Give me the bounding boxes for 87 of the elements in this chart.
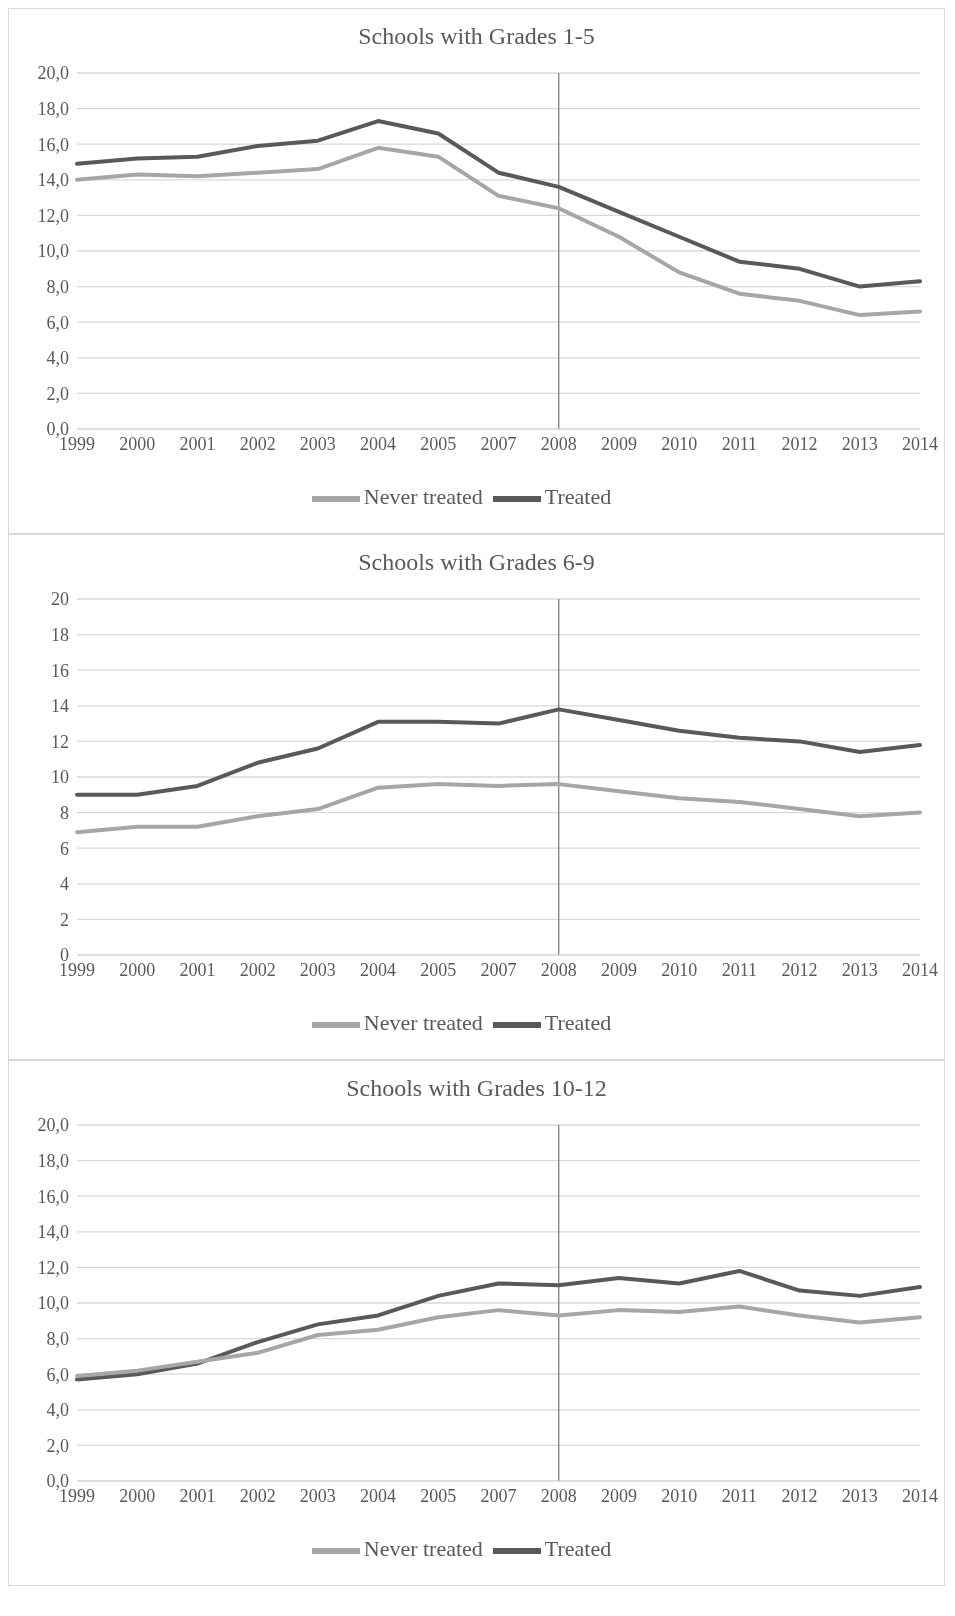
y-tick-label: 8 xyxy=(60,802,69,823)
x-tick-label: 2005 xyxy=(420,433,457,454)
y-tick-label: 18 xyxy=(51,624,69,645)
y-tick-label: 2 xyxy=(60,909,69,930)
legend-label: Treated xyxy=(544,1010,612,1036)
line-series xyxy=(75,707,922,797)
chart-title: Schools with Grades 6-9 xyxy=(357,548,596,577)
chart-title: Schools with Grades 10-12 xyxy=(345,1074,608,1103)
x-tick-label: 2003 xyxy=(299,1485,336,1506)
x-tick-label: 2003 xyxy=(299,959,336,980)
y-tick-label: 6,0 xyxy=(46,312,69,333)
x-tick-label: 2013 xyxy=(841,1485,878,1506)
x-tick-label: 2004 xyxy=(360,433,397,454)
line-series xyxy=(75,782,922,835)
x-tick-label: 2010 xyxy=(661,959,698,980)
x-tick-label: 2012 xyxy=(781,433,818,454)
x-tick-label: 2012 xyxy=(781,1485,818,1506)
y-tick-label: 12,0 xyxy=(37,1257,69,1278)
y-tick-label: 2,0 xyxy=(46,383,69,404)
y-tick-label: 18,0 xyxy=(37,98,69,119)
legend-label: Treated xyxy=(544,1536,612,1562)
x-tick-label: 2005 xyxy=(420,1485,457,1506)
x-tick-label: 2013 xyxy=(841,959,878,980)
y-tick-label: 16,0 xyxy=(37,134,69,155)
x-tick-label: 2014 xyxy=(902,433,938,454)
y-tick-label: 4,0 xyxy=(46,348,69,369)
y-tick-label: 14 xyxy=(51,696,69,717)
x-tick-label: 2002 xyxy=(239,959,276,980)
x-tick-label: 2008 xyxy=(540,433,577,454)
chart-title: Schools with Grades 1-5 xyxy=(357,22,596,51)
x-tick-label: 2011 xyxy=(721,1485,758,1506)
y-tick-label: 10 xyxy=(51,767,69,788)
y-tick-label: 8,0 xyxy=(46,276,69,297)
y-tick-label: 8,0 xyxy=(46,1328,69,1349)
legend-label: Never treated xyxy=(363,1536,483,1562)
x-tick-label: 2002 xyxy=(239,433,276,454)
y-tick-label: 4,0 xyxy=(46,1400,69,1421)
y-tick-label: 2,0 xyxy=(46,1435,69,1456)
y-tick-label: 16,0 xyxy=(37,1186,69,1207)
legend-label: Never treated xyxy=(363,484,483,510)
line-series xyxy=(75,145,922,318)
line-series xyxy=(75,1268,922,1382)
x-tick-label: 2000 xyxy=(119,1485,156,1506)
x-tick-label: 2002 xyxy=(239,1485,276,1506)
y-tick-label: 14,0 xyxy=(37,170,69,191)
line-series xyxy=(75,119,922,289)
x-tick-label: 2000 xyxy=(119,433,156,454)
x-tick-label: 2011 xyxy=(721,959,758,980)
y-tick-label: 12,0 xyxy=(37,205,69,226)
y-tick-label: 10,0 xyxy=(37,241,69,262)
y-tick-label: 20,0 xyxy=(37,1115,69,1136)
x-tick-label: 2003 xyxy=(299,433,336,454)
x-tick-label: 2014 xyxy=(902,959,938,980)
x-tick-label: 2010 xyxy=(661,433,698,454)
legend-label: Never treated xyxy=(363,1010,483,1036)
legend-label: Treated xyxy=(544,484,612,510)
x-tick-label: 2005 xyxy=(420,959,457,980)
y-tick-label: 6,0 xyxy=(46,1364,69,1385)
y-tick-label: 16 xyxy=(51,660,69,681)
x-tick-label: 2010 xyxy=(661,1485,698,1506)
x-tick-label: 2008 xyxy=(540,1485,577,1506)
y-tick-label: 4 xyxy=(60,874,69,895)
x-tick-label: 2007 xyxy=(480,1485,517,1506)
x-tick-label: 2008 xyxy=(540,959,577,980)
x-tick-label: 2000 xyxy=(119,959,156,980)
y-tick-label: 18,0 xyxy=(37,1150,69,1171)
y-tick-label: 10,0 xyxy=(37,1293,69,1314)
x-tick-label: 2014 xyxy=(902,1485,938,1506)
x-tick-label: 2009 xyxy=(600,959,637,980)
x-tick-label: 2009 xyxy=(600,433,637,454)
x-tick-label: 2007 xyxy=(480,959,517,980)
y-tick-label: 20,0 xyxy=(37,63,69,84)
x-tick-label: 2004 xyxy=(360,1485,397,1506)
y-tick-label: 6 xyxy=(60,838,69,859)
x-tick-label: 2009 xyxy=(600,1485,637,1506)
x-tick-label: 2004 xyxy=(360,959,397,980)
x-tick-label: 2011 xyxy=(721,433,758,454)
x-tick-label: 2001 xyxy=(179,1485,216,1506)
y-tick-label: 12 xyxy=(51,731,69,752)
line-series xyxy=(75,1304,922,1378)
y-tick-label: 14,0 xyxy=(37,1222,69,1243)
x-tick-label: 2012 xyxy=(781,959,818,980)
y-tick-label: 20 xyxy=(51,589,69,610)
x-tick-label: 2013 xyxy=(841,433,878,454)
x-tick-label: 2001 xyxy=(179,433,216,454)
x-tick-label: 2001 xyxy=(179,959,216,980)
x-tick-label: 2007 xyxy=(480,433,517,454)
